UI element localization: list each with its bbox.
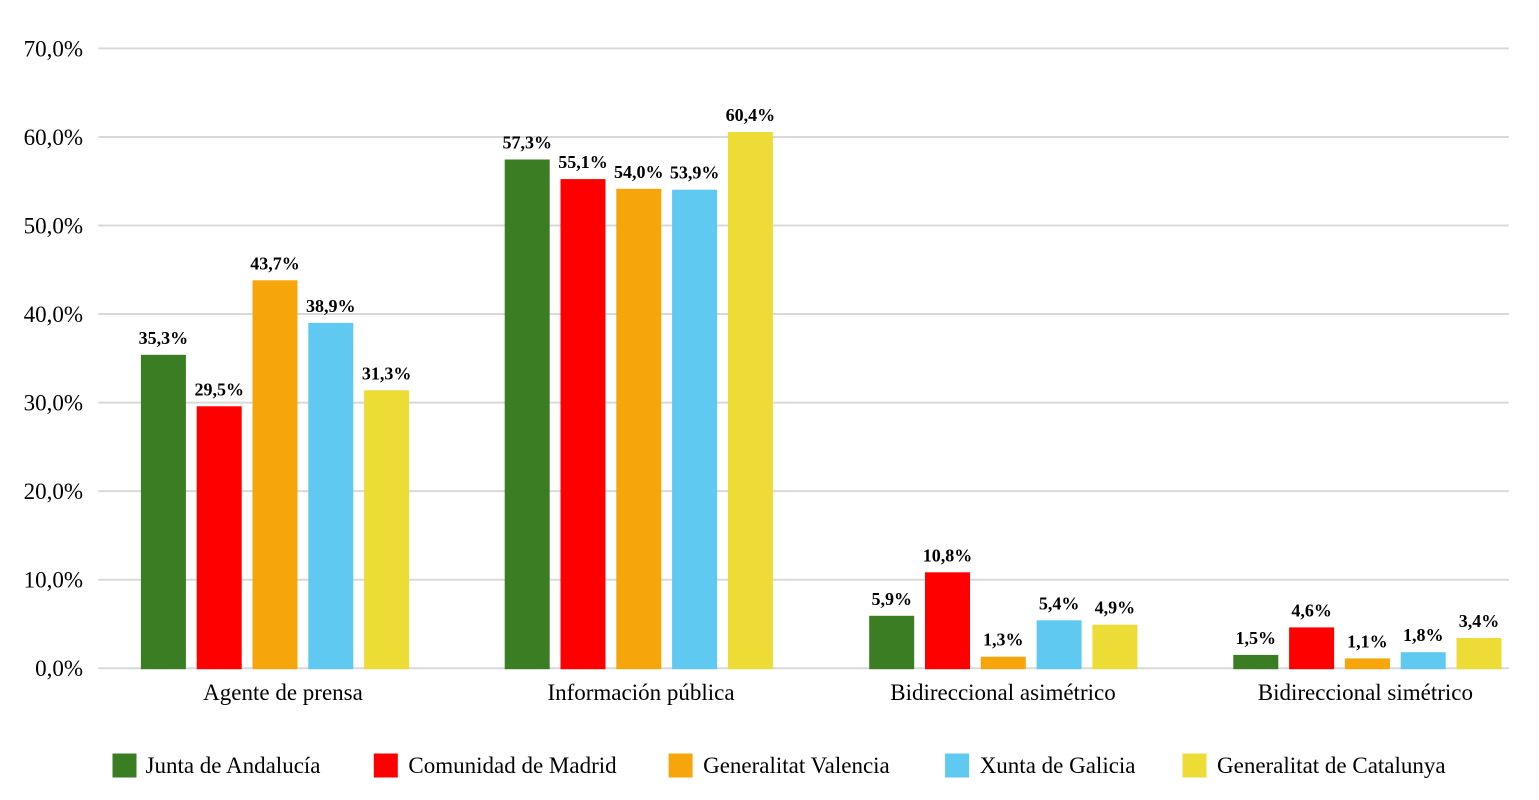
svg-text:Junta de Andalucía: Junta de Andalucía	[146, 753, 321, 778]
svg-text:50,0%: 50,0%	[24, 214, 83, 239]
svg-text:29,5%: 29,5%	[194, 379, 244, 399]
svg-text:43,7%: 43,7%	[250, 253, 300, 273]
svg-text:5,4%: 5,4%	[1039, 593, 1080, 613]
svg-text:30,0%: 30,0%	[24, 391, 83, 416]
svg-text:0,0%: 0,0%	[35, 656, 83, 681]
svg-text:38,9%: 38,9%	[306, 296, 356, 316]
svg-text:Información pública: Información pública	[547, 680, 734, 705]
svg-text:70,0%: 70,0%	[24, 36, 83, 61]
svg-text:Generalitat Valencia: Generalitat Valencia	[703, 753, 890, 778]
svg-text:1,3%: 1,3%	[983, 630, 1024, 650]
svg-text:1,5%: 1,5%	[1236, 628, 1277, 648]
svg-text:40,0%: 40,0%	[24, 302, 83, 327]
svg-text:35,3%: 35,3%	[139, 328, 189, 348]
svg-text:4,6%: 4,6%	[1291, 600, 1332, 620]
svg-text:Generalitat de Catalunya: Generalitat de Catalunya	[1217, 753, 1446, 778]
svg-text:54,0%: 54,0%	[614, 162, 664, 182]
svg-text:55,1%: 55,1%	[558, 152, 608, 172]
svg-text:1,8%: 1,8%	[1403, 625, 1444, 645]
svg-text:60,0%: 60,0%	[24, 125, 83, 150]
svg-text:10,8%: 10,8%	[923, 545, 973, 565]
svg-text:Xunta de Galicia: Xunta de Galicia	[980, 753, 1136, 778]
svg-text:Bidireccional asimétrico: Bidireccional asimétrico	[890, 680, 1115, 705]
svg-text:53,9%: 53,9%	[670, 163, 720, 183]
svg-text:60,4%: 60,4%	[726, 105, 776, 125]
svg-text:Agente de prensa: Agente de prensa	[203, 680, 363, 705]
svg-text:20,0%: 20,0%	[24, 479, 83, 504]
svg-text:57,3%: 57,3%	[502, 133, 552, 153]
svg-text:3,4%: 3,4%	[1459, 611, 1500, 631]
svg-text:Bidireccional simétrico: Bidireccional simétrico	[1258, 680, 1473, 705]
svg-text:Comunidad de Madrid: Comunidad de Madrid	[408, 753, 617, 778]
svg-text:31,3%: 31,3%	[362, 363, 412, 383]
svg-text:1,1%: 1,1%	[1347, 631, 1388, 651]
svg-text:4,9%: 4,9%	[1095, 598, 1136, 618]
svg-text:10,0%: 10,0%	[24, 568, 83, 593]
svg-text:5,9%: 5,9%	[871, 589, 912, 609]
